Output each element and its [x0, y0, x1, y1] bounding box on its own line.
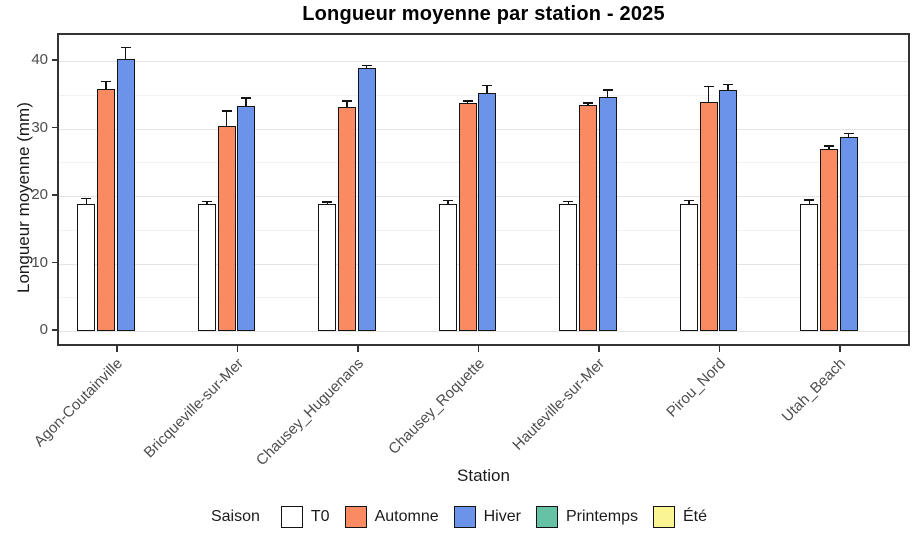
legend: Saison T0 Automne Hiver Printemps Été	[0, 506, 918, 528]
error-bar	[105, 80, 107, 89]
error-bar-cap	[322, 201, 333, 203]
error-bar	[688, 200, 690, 205]
error-bar	[486, 84, 488, 93]
legend-item: Automne	[344, 506, 439, 528]
bar-hiver	[839, 137, 858, 331]
bar-hiver	[478, 92, 497, 331]
error-bar	[225, 110, 228, 127]
y-axis-tick	[52, 329, 57, 331]
error-bar-cap	[804, 199, 815, 201]
error-bar-cap	[583, 102, 593, 104]
error-bar	[727, 83, 729, 90]
bar-automne	[820, 148, 838, 331]
error-bar-cap	[723, 83, 734, 86]
y-axis-tick	[52, 59, 57, 61]
bar-t0	[559, 204, 578, 331]
error-bar-cap	[683, 200, 694, 202]
bar-hiver	[357, 67, 376, 331]
legend-swatch	[535, 506, 558, 528]
legend-label: Été	[683, 508, 708, 525]
error-bar-cap	[201, 200, 212, 203]
legend-item: Printemps	[535, 506, 638, 528]
bar-automne	[579, 104, 597, 331]
legend-label: Hiver	[483, 508, 521, 525]
bar-t0	[318, 204, 337, 331]
bar-t0	[800, 204, 819, 331]
bar-automne	[217, 126, 236, 331]
error-bar-cap	[824, 145, 834, 147]
bar-t0	[77, 204, 96, 331]
error-bar-cap	[101, 80, 111, 82]
bar-t0	[438, 204, 457, 331]
x-axis-title: Station	[457, 466, 510, 485]
legend-swatch	[344, 506, 367, 528]
error-bar-cap	[81, 198, 92, 200]
gridline-major	[59, 61, 908, 62]
legend-title: Saison	[210, 508, 260, 525]
x-axis-tick	[357, 346, 359, 352]
y-axis-tick	[52, 126, 57, 129]
bar-automne	[458, 102, 477, 331]
y-tick-label: 20	[31, 186, 48, 203]
error-bar-cap	[703, 85, 714, 88]
legend-swatch	[453, 506, 476, 528]
y-axis-tick	[52, 261, 57, 264]
x-axis-tick	[236, 346, 239, 352]
x-axis-tick	[598, 346, 600, 352]
error-bar	[85, 198, 88, 205]
error-bar	[606, 89, 609, 97]
error-bar-cap	[241, 97, 252, 99]
error-bar-cap	[221, 110, 232, 112]
error-bar	[567, 200, 570, 205]
bar-hiver	[237, 105, 256, 331]
error-bar-cap	[342, 100, 352, 102]
y-tick-label: 0	[39, 321, 48, 338]
error-bar-cap	[482, 84, 493, 87]
plot-panel	[57, 33, 910, 346]
chart-title: Longueur moyenne par station - 2025	[302, 3, 665, 25]
legend-swatch	[653, 506, 675, 528]
error-bar-cap	[442, 200, 453, 202]
legend-label: Automne	[374, 508, 439, 525]
bar-t0	[679, 204, 698, 331]
bar-hiver	[598, 96, 617, 331]
error-bar	[124, 46, 127, 59]
y-axis-tick	[52, 194, 57, 196]
error-bar	[245, 97, 247, 106]
bar-hiver	[116, 58, 135, 331]
error-bar	[447, 200, 449, 205]
legend-item: T0	[280, 506, 330, 528]
x-axis-tick	[477, 346, 480, 352]
legend-label: T0	[310, 508, 330, 525]
y-tick-label: 10	[31, 253, 48, 271]
error-bar-cap	[843, 132, 854, 134]
legend-swatch	[280, 506, 303, 528]
bar-automne	[699, 102, 718, 331]
error-bar-cap	[602, 89, 613, 91]
bar-automne	[97, 88, 115, 331]
x-axis-tick	[116, 346, 118, 352]
error-bar	[206, 200, 208, 205]
legend-item: Hiver	[453, 506, 521, 528]
error-bar	[707, 85, 710, 103]
bar-automne	[338, 106, 356, 331]
error-bar-cap	[563, 200, 574, 203]
x-axis-tick	[839, 346, 841, 352]
error-bar-cap	[120, 46, 131, 49]
legend-label: Printemps	[565, 508, 638, 525]
error-bar	[346, 100, 348, 107]
bar-hiver	[719, 90, 738, 331]
error-bar-cap	[462, 100, 473, 102]
error-bar	[828, 145, 830, 149]
gridline-major	[59, 331, 908, 332]
error-bar	[808, 199, 811, 205]
error-bar-cap	[361, 65, 372, 67]
error-bar	[847, 132, 850, 138]
y-tick-label: 30	[31, 118, 48, 136]
x-axis-tick	[718, 346, 721, 352]
legend-item: Été	[653, 506, 707, 528]
bar-t0	[197, 204, 216, 331]
y-tick-label: 40	[31, 51, 48, 68]
